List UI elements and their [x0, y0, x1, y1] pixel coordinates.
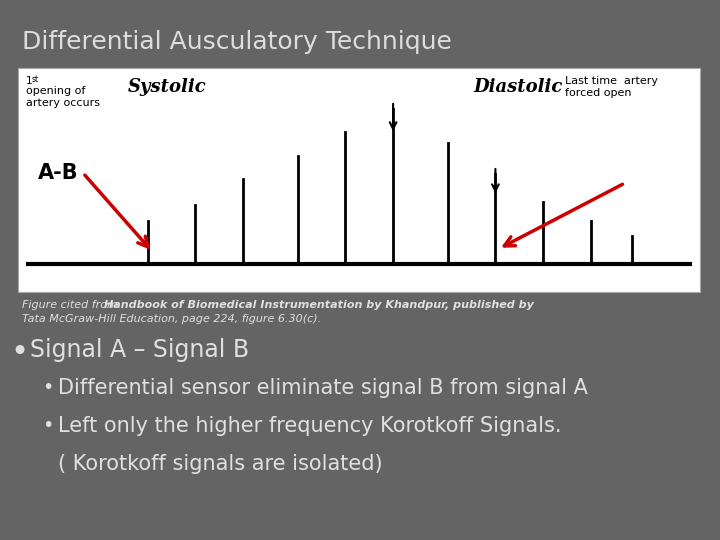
- Text: Tata McGraw-Hill Education, page 224, figure 6.30(c).: Tata McGraw-Hill Education, page 224, fi…: [22, 314, 321, 324]
- Text: Signal A – Signal B: Signal A – Signal B: [30, 338, 249, 362]
- Text: Diastolic: Diastolic: [473, 78, 562, 96]
- Text: Handbook of Biomedical Instrumentation by Khandpur, published by: Handbook of Biomedical Instrumentation b…: [104, 300, 534, 310]
- Text: ( Korotkoff signals are isolated): ( Korotkoff signals are isolated): [58, 454, 382, 474]
- Text: A-B: A-B: [38, 163, 78, 183]
- Text: Figure cited from: Figure cited from: [22, 300, 122, 310]
- Text: Differential Ausculatory Technique: Differential Ausculatory Technique: [22, 30, 452, 54]
- Text: Left only the higher frequency Korotkoff Signals.: Left only the higher frequency Korotkoff…: [58, 416, 562, 436]
- Text: artery occurs: artery occurs: [26, 98, 100, 108]
- Text: •: •: [10, 338, 28, 367]
- Text: opening of: opening of: [26, 86, 86, 96]
- Text: Differential sensor eliminate signal B from signal A: Differential sensor eliminate signal B f…: [58, 378, 588, 398]
- FancyBboxPatch shape: [18, 68, 700, 292]
- Text: •: •: [42, 416, 53, 435]
- Text: 1: 1: [26, 76, 32, 86]
- Text: Last time  artery: Last time artery: [565, 76, 658, 86]
- Text: •: •: [42, 378, 53, 397]
- Text: forced open: forced open: [565, 88, 631, 98]
- Text: st: st: [32, 75, 39, 84]
- Text: Systolic: Systolic: [128, 78, 207, 96]
